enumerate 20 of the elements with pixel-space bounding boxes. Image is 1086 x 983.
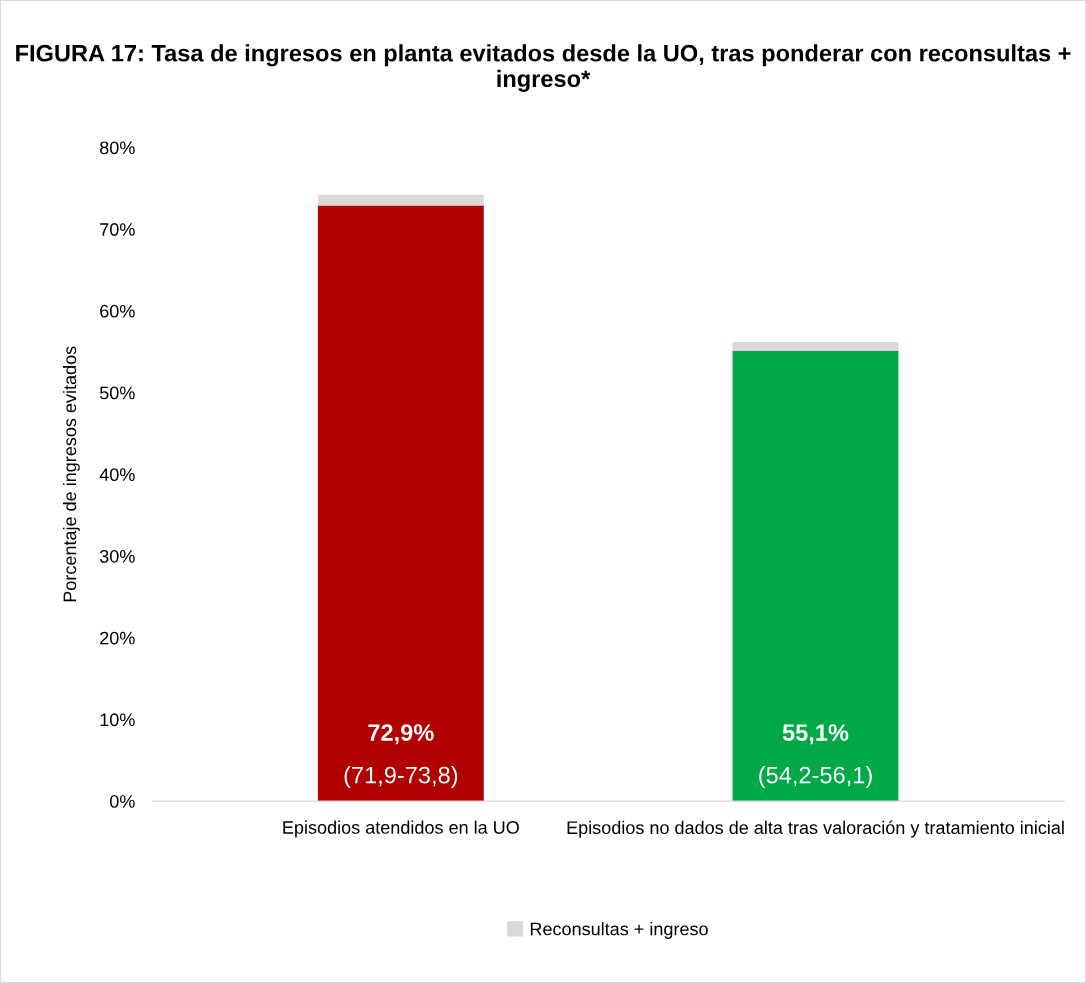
y-tick-label: 80% (100, 141, 135, 155)
chart-title: FIGURA 17: Tasa de ingresos en planta evitados desde la UO, tras ponderar con reconsultas + ingreso* (16, 44, 1071, 92)
bar (732, 341, 899, 351)
y-tick-label: 60% (100, 304, 135, 318)
bar (317, 194, 484, 206)
y-tick-label: 0% (109, 795, 135, 808)
y-tick-label: 30% (99, 549, 135, 563)
y-tick-label: 10% (100, 713, 135, 727)
data-label: 55,1% (54,2-56,1) (759, 724, 872, 789)
y-tick-label: 50% (99, 386, 135, 400)
legend-label: Reconsultas + ingreso (530, 922, 708, 939)
x-tick-label: Episodios no dados de alta tras valoración y tratamiento inicial (567, 820, 1064, 838)
y-tick-label: 40% (99, 468, 135, 482)
data-label: 72,9% (71,9-73,8) (344, 724, 458, 789)
y-tick-label: 70% (100, 223, 135, 236)
y-axis-title: Porcentaje de ingresos evitados (62, 346, 80, 602)
y-tick-label: 20% (100, 631, 135, 645)
bar (317, 205, 484, 802)
bar (732, 350, 899, 802)
x-tick-label: Episodios atendidos en la UO (283, 820, 519, 838)
